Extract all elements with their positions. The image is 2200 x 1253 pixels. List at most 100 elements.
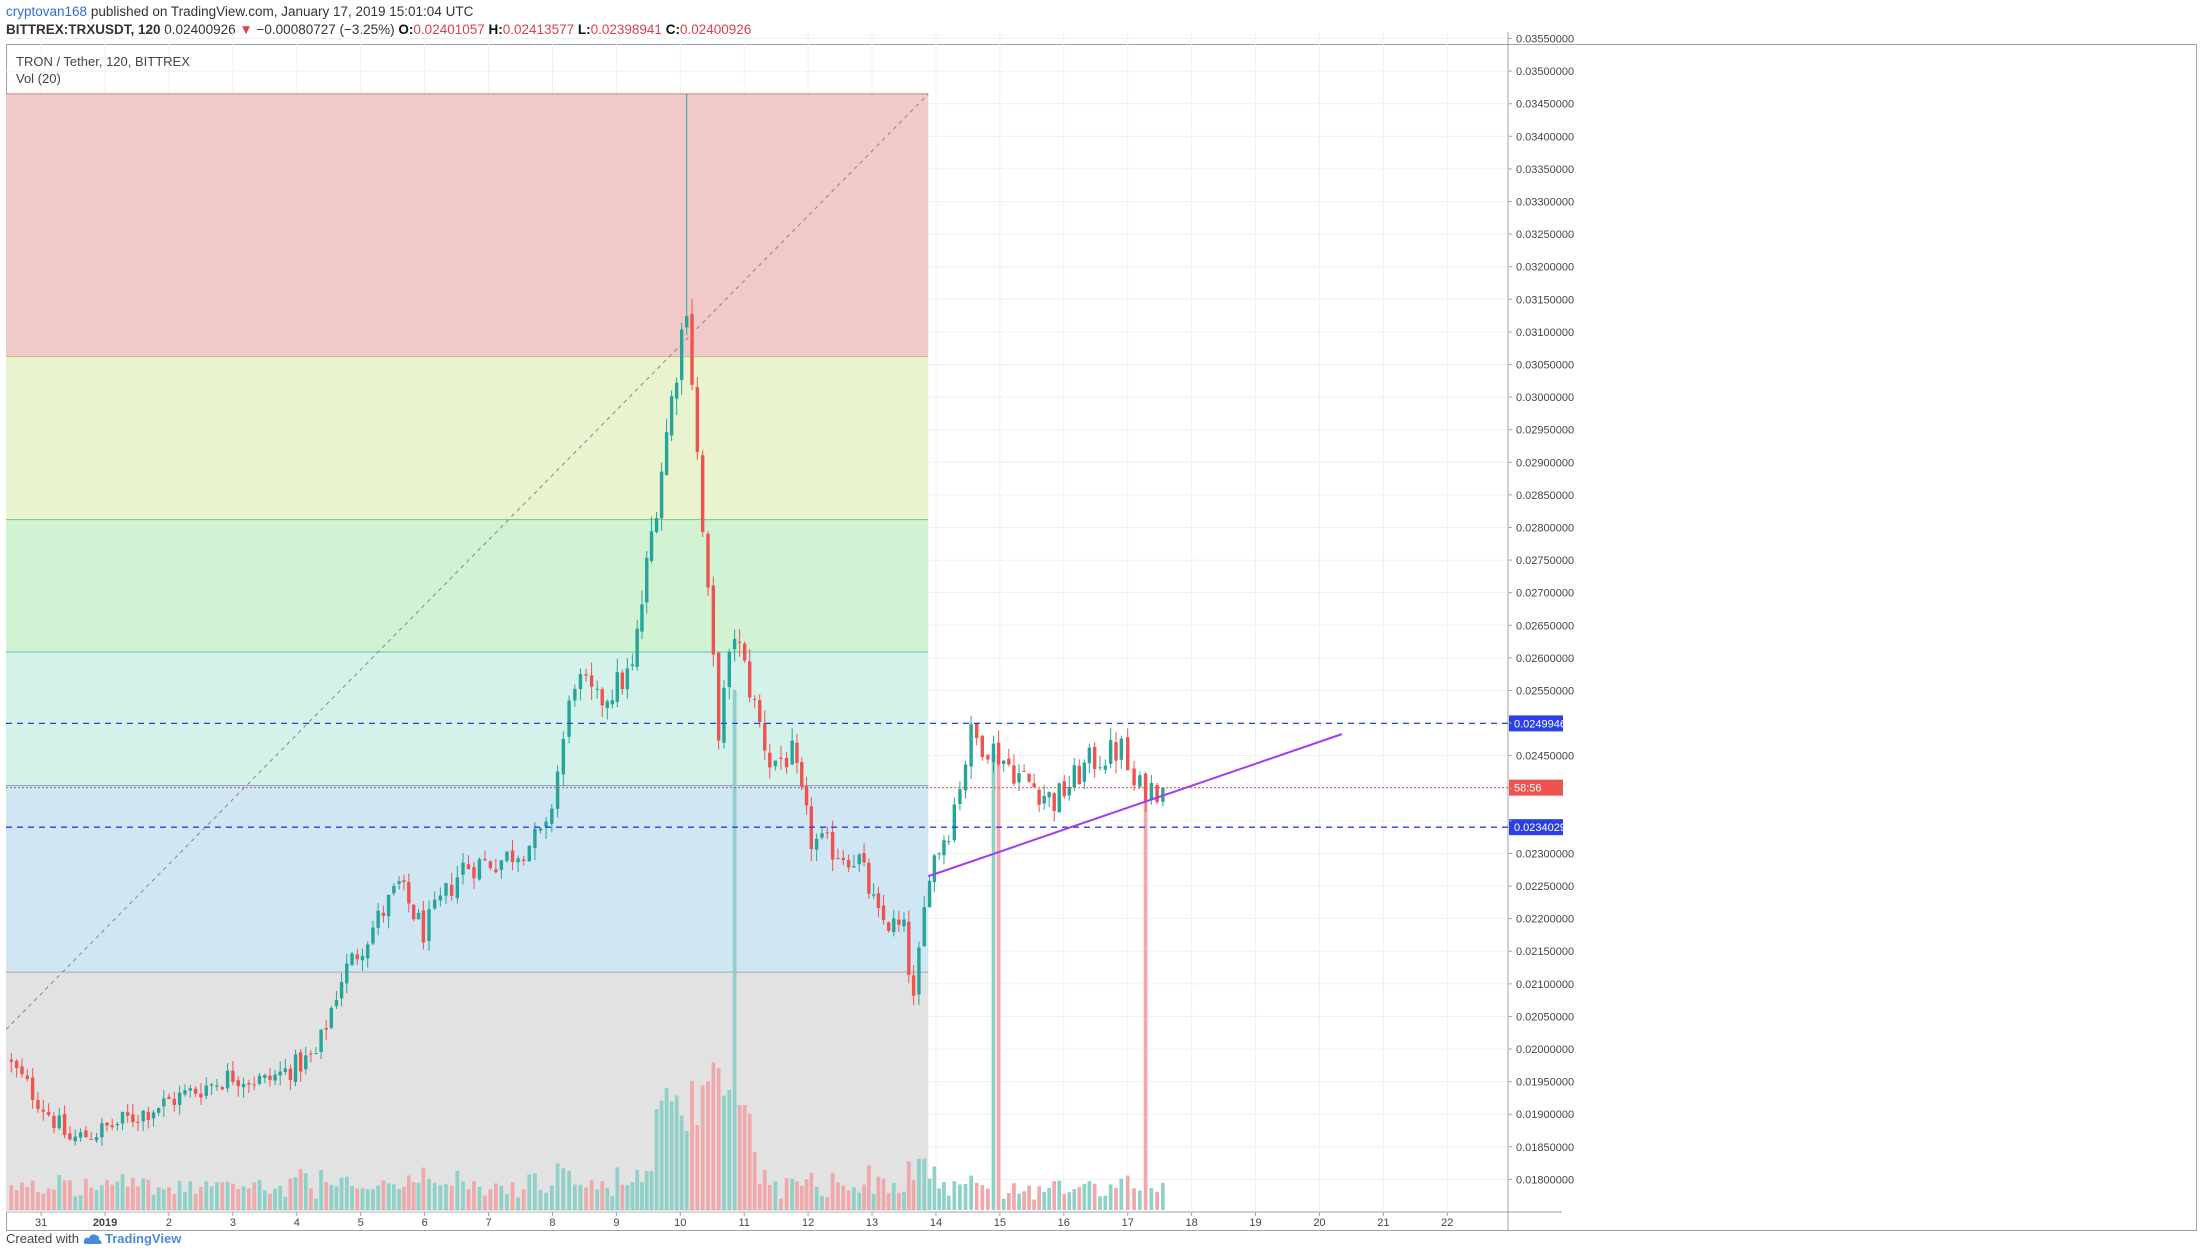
candle-body	[314, 1053, 318, 1055]
candle-body	[820, 833, 824, 838]
candle-body	[209, 1084, 214, 1086]
candle	[737, 629, 742, 657]
price-tick-label: 0.03450000	[1516, 99, 1574, 111]
volume-bar	[862, 1184, 866, 1210]
candle	[679, 322, 684, 395]
candle-body	[120, 1111, 125, 1124]
candle	[716, 651, 721, 750]
volume-bar	[344, 1176, 349, 1210]
volume-bar	[505, 1193, 509, 1210]
candle-body	[36, 1099, 40, 1109]
candle	[110, 1118, 114, 1131]
candle	[167, 1093, 171, 1100]
price-tick-label: 0.02550000	[1516, 685, 1574, 697]
candle	[991, 735, 996, 773]
candle-body	[444, 883, 448, 896]
candle	[996, 730, 1001, 766]
volume-bar	[391, 1184, 396, 1210]
candle	[105, 1122, 109, 1132]
volume-bar	[466, 1189, 471, 1210]
volume-bar	[732, 690, 737, 1210]
candle-body	[199, 1093, 203, 1098]
ohlc-line: BITTREX:TRXUSDT, 120 0.02400926 ▼ −0.000…	[6, 22, 751, 37]
candle-body	[324, 1028, 328, 1030]
candle-body	[1057, 783, 1061, 813]
volume-bar	[438, 1184, 443, 1210]
candle-body	[1092, 747, 1097, 769]
candle	[278, 1061, 282, 1086]
price-label-box	[1509, 715, 1563, 732]
volume-bar	[533, 1173, 537, 1210]
volume-bar	[635, 1169, 640, 1210]
time-tick-label: 9	[613, 1217, 619, 1229]
candle-body	[1077, 765, 1082, 785]
candle-body	[1032, 783, 1036, 788]
candle-body	[1047, 792, 1051, 798]
candle-body	[727, 651, 732, 688]
time-tick-label: 15	[994, 1217, 1006, 1229]
candle-body	[1017, 773, 1021, 783]
candle	[314, 1046, 318, 1055]
candle-body	[516, 858, 520, 863]
time-tick-label: 19	[1249, 1217, 1261, 1229]
candle	[897, 910, 901, 932]
candle	[664, 418, 669, 476]
candle-body	[494, 869, 498, 873]
candle	[263, 1073, 267, 1084]
time-tick-label: 8	[549, 1217, 555, 1229]
last-price: 0.02400926	[164, 22, 236, 37]
candle-body	[402, 880, 406, 882]
volume-bar	[204, 1181, 209, 1210]
candle	[488, 860, 493, 871]
candle-body	[615, 672, 620, 702]
candle	[1114, 731, 1118, 774]
volume-bar	[247, 1188, 251, 1210]
candle	[25, 1069, 30, 1082]
candle	[62, 1105, 67, 1139]
candle	[402, 874, 406, 891]
volume-bar	[309, 1188, 313, 1210]
volume-bar	[1047, 1187, 1052, 1210]
candle	[268, 1068, 272, 1087]
countdown-label: 58:56	[1514, 783, 1542, 795]
candle	[371, 920, 375, 946]
candle	[236, 1076, 240, 1097]
candle-body	[167, 1096, 171, 1099]
volume-bar	[1052, 1181, 1057, 1210]
candle	[304, 1046, 308, 1075]
candle-body	[376, 910, 380, 928]
candle	[722, 679, 726, 749]
volume-bar	[897, 1192, 901, 1210]
candle-body	[747, 661, 752, 698]
volume-bar	[630, 1182, 635, 1210]
candle-body	[700, 455, 705, 533]
volume-bar	[1037, 1186, 1042, 1210]
candle	[1042, 784, 1046, 810]
price-tick-label: 0.03500000	[1516, 66, 1574, 78]
candle	[14, 1059, 19, 1078]
candle	[1077, 759, 1082, 785]
candle-body	[236, 1080, 240, 1087]
candle-body	[711, 585, 716, 655]
author-link[interactable]: cryptovan168	[6, 4, 88, 19]
candle	[841, 850, 845, 866]
candle-body	[589, 675, 594, 687]
volume-bar	[1143, 802, 1148, 1210]
candle	[427, 900, 431, 952]
candle-body	[1072, 765, 1076, 788]
candle	[610, 689, 614, 709]
candle	[36, 1092, 40, 1113]
candle-body	[427, 909, 431, 942]
candle-body	[309, 1053, 313, 1055]
volume-bar	[100, 1185, 104, 1210]
volume-bar	[799, 1185, 804, 1210]
candle-body	[862, 853, 866, 863]
tradingview-logo[interactable]: TradingView	[83, 1231, 181, 1246]
candle-body	[455, 877, 460, 899]
candle	[472, 861, 476, 889]
volume-bar	[886, 1193, 891, 1210]
candle-body	[273, 1074, 277, 1081]
candle-body	[1119, 738, 1124, 760]
candle	[220, 1085, 224, 1091]
